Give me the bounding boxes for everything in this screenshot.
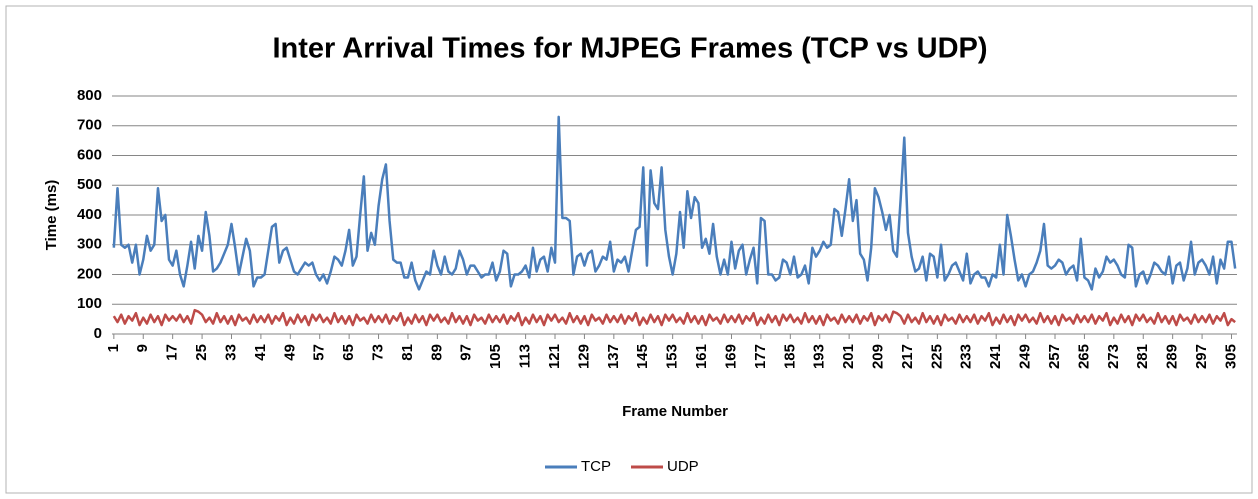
x-tick-label: 233 [958, 344, 975, 369]
x-tick-label: 137 [605, 344, 622, 369]
y-tick-label: 200 [77, 265, 102, 282]
y-tick-label: 0 [94, 325, 102, 342]
x-tick-label: 225 [928, 344, 945, 369]
y-tick-label: 100 [77, 295, 102, 312]
x-tick-label: 57 [311, 344, 328, 361]
x-tick-label: 177 [752, 344, 769, 369]
x-axis-label: Frame Number [622, 403, 728, 420]
x-tick-label: 209 [870, 344, 887, 369]
x-tick-label: 17 [164, 344, 181, 361]
x-tick-label: 289 [1164, 344, 1181, 369]
legend-label: UDP [667, 458, 699, 475]
x-tick-label: 161 [693, 344, 710, 369]
y-tick-label: 700 [77, 117, 102, 134]
x-tick-label: 305 [1222, 344, 1239, 369]
y-tick-label: 800 [77, 87, 102, 104]
x-tick-label: 89 [428, 344, 445, 361]
y-tick-label: 500 [77, 176, 102, 193]
x-tick-label: 25 [193, 344, 210, 361]
x-tick-label: 153 [664, 344, 681, 369]
series-line [112, 308, 1236, 327]
x-tick-label: 1 [105, 344, 122, 352]
x-tick-label: 41 [252, 344, 269, 361]
x-tick-label: 185 [781, 344, 798, 369]
x-tick-label: 33 [222, 344, 239, 361]
x-tick-label: 265 [1075, 344, 1092, 369]
y-tick-label: 300 [77, 236, 102, 253]
x-tick-label: 145 [634, 344, 651, 369]
x-tick-label: 169 [722, 344, 739, 369]
x-tick-label: 97 [458, 344, 475, 361]
x-tick-label: 193 [811, 344, 828, 369]
x-tick-label: 73 [370, 344, 387, 361]
y-axis-label: Time (ms) [43, 180, 60, 251]
y-tick-label: 400 [77, 206, 102, 223]
x-tick-label: 113 [517, 344, 534, 368]
x-tick-label: 121 [546, 344, 563, 369]
x-tick-label: 105 [487, 344, 504, 369]
x-tick-label: 217 [899, 344, 916, 369]
y-tick-label: 600 [77, 146, 102, 163]
x-tick-label: 201 [840, 344, 857, 369]
x-tick-label: 129 [575, 344, 592, 369]
x-tick-label: 273 [1105, 344, 1122, 369]
x-tick-label: 65 [340, 344, 357, 361]
legend-label: TCP [581, 458, 611, 475]
chart-border [5, 5, 1253, 494]
chart-title: Inter Arrival Times for MJPEG Frames (TC… [272, 33, 987, 65]
x-tick-label: 9 [134, 344, 151, 352]
x-tick-label: 257 [1046, 344, 1063, 369]
x-tick-label: 81 [399, 344, 416, 361]
x-tick-label: 281 [1134, 344, 1151, 369]
x-tick-label: 249 [1017, 344, 1034, 369]
x-tick-label: 49 [281, 344, 298, 361]
x-tick-label: 297 [1193, 344, 1210, 369]
series-line [112, 115, 1237, 291]
x-tick-label: 241 [987, 344, 1004, 369]
